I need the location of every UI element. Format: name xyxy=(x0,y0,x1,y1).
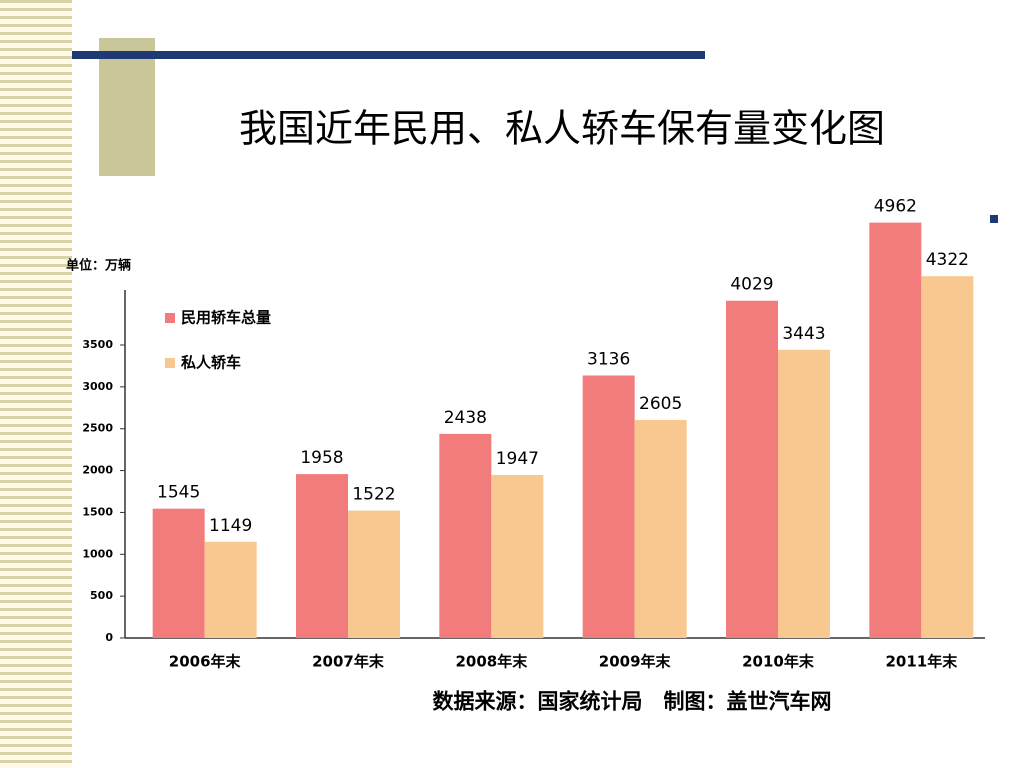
data-label: 1947 xyxy=(496,449,539,469)
bar xyxy=(869,222,922,638)
slide-title: 我国近年民用、私人轿车保有量变化图 xyxy=(239,107,885,151)
legend-label: 私人轿车 xyxy=(180,354,241,372)
x-tick-label: 2010年末 xyxy=(742,653,815,671)
bar xyxy=(726,300,778,638)
data-label: 4029 xyxy=(730,275,773,295)
bar xyxy=(439,433,492,638)
x-tick-label: 2007年末 xyxy=(312,653,385,671)
data-label: 1545 xyxy=(157,483,200,503)
legend-swatch xyxy=(165,358,175,368)
y-tick-label: 1500 xyxy=(82,505,113,518)
bar xyxy=(296,474,348,638)
data-label: 2438 xyxy=(444,408,487,428)
bar xyxy=(778,349,830,638)
y-tick-label: 500 xyxy=(90,589,113,602)
bar xyxy=(348,510,400,638)
y-tick-label: 0 xyxy=(105,631,113,644)
data-label: 4322 xyxy=(926,250,969,270)
top-rule xyxy=(72,51,705,59)
data-label: 2605 xyxy=(639,394,682,414)
y-tick-label: 1000 xyxy=(82,547,113,560)
bar xyxy=(204,541,257,638)
data-label: 4962 xyxy=(874,197,917,217)
x-tick-label: 2006年末 xyxy=(169,653,242,671)
y-tick-label: 2500 xyxy=(82,422,113,435)
legend-swatch xyxy=(165,313,175,323)
data-label: 1958 xyxy=(300,448,343,468)
y-tick-label: 2000 xyxy=(82,464,113,477)
y-tick-label: 3500 xyxy=(82,338,113,351)
data-label: 3136 xyxy=(587,349,630,369)
data-label: 3443 xyxy=(782,324,825,344)
bar xyxy=(634,419,687,638)
bullet xyxy=(990,215,998,223)
accent-block xyxy=(99,38,155,176)
bar xyxy=(582,375,635,638)
source-note: 数据来源：国家统计局 制图：盖世汽车网 xyxy=(433,689,832,714)
y-tick-label: 3000 xyxy=(82,380,113,393)
y-axis-label: 单位：万辆 xyxy=(66,258,131,274)
data-label: 1149 xyxy=(209,516,252,536)
bar xyxy=(152,508,205,638)
x-tick-label: 2008年末 xyxy=(455,653,528,671)
legend-label: 民用轿车总量 xyxy=(181,309,271,327)
x-tick-label: 2009年末 xyxy=(599,653,672,671)
bar xyxy=(491,475,544,638)
x-tick-label: 2011年末 xyxy=(885,653,958,671)
side-stripes xyxy=(0,0,72,768)
data-label: 1522 xyxy=(352,485,395,505)
bar xyxy=(921,276,974,638)
